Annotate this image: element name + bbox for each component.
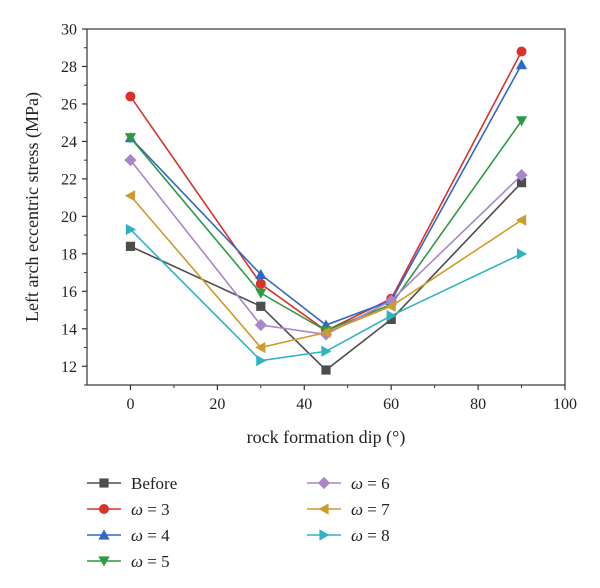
data-point xyxy=(321,345,332,357)
legend: Before ω = 3 ω = 4 ω = 5 ω = 6 ω = 7 ω = 8 xyxy=(87,474,390,571)
y-tick-label: 26 xyxy=(61,96,77,113)
data-point xyxy=(321,365,331,375)
data-point xyxy=(254,318,267,332)
y-tick-label: 18 xyxy=(61,246,77,263)
y-tick-label: 24 xyxy=(61,134,77,151)
legend-item: ω = 4 xyxy=(87,526,170,545)
legend-item: ω = 6 xyxy=(307,474,390,493)
series-2 xyxy=(124,59,528,330)
x-tick-label: 60 xyxy=(383,396,399,413)
data-point xyxy=(516,248,528,260)
data-point xyxy=(255,288,267,299)
y-tick-label: 28 xyxy=(61,59,77,76)
x-axis-ticks: 0 20 40 60 80 100 xyxy=(126,385,577,413)
data-point xyxy=(385,300,396,312)
y-axis-title: Left arch eccentric stress (MPa) xyxy=(22,92,43,322)
series-3 xyxy=(124,116,528,337)
legend-item: ω = 3 xyxy=(87,500,170,519)
plot-border xyxy=(86,28,566,386)
data-point xyxy=(125,223,137,236)
data-point xyxy=(124,133,137,144)
y-tick-label: 14 xyxy=(61,321,77,338)
y-tick-label: 20 xyxy=(61,209,77,226)
data-point xyxy=(255,268,267,280)
data-point xyxy=(516,46,527,57)
series-layer xyxy=(124,46,528,375)
data-point xyxy=(124,190,136,202)
data-point xyxy=(515,214,527,226)
x-tick-label: 40 xyxy=(296,396,312,413)
data-point xyxy=(255,341,266,354)
series-line xyxy=(129,64,523,326)
series-6 xyxy=(125,223,528,367)
data-point xyxy=(124,154,137,167)
series-4 xyxy=(124,154,528,341)
data-point xyxy=(516,178,527,188)
legend-label: ω = 8 xyxy=(351,526,390,545)
data-point xyxy=(515,59,528,70)
legend-item: ω = 7 xyxy=(307,500,390,519)
legend-label: ω = 5 xyxy=(131,552,170,571)
plot-frame xyxy=(86,28,566,386)
legend-marker xyxy=(99,504,109,514)
data-point xyxy=(320,326,331,339)
y-tick-label: 30 xyxy=(61,22,77,39)
legend-marker xyxy=(317,476,331,490)
legend-marker xyxy=(99,478,109,488)
data-point xyxy=(386,310,397,322)
y-tick-label: 12 xyxy=(61,359,77,376)
x-tick-label: 0 xyxy=(126,396,134,413)
y-tick-label: 22 xyxy=(61,171,77,188)
data-point xyxy=(125,241,136,251)
legend-label: ω = 6 xyxy=(351,474,390,493)
data-point xyxy=(256,355,267,367)
legend-marker xyxy=(98,556,110,567)
series-1 xyxy=(125,46,527,336)
legend-item: ω = 5 xyxy=(87,552,170,571)
series-5 xyxy=(124,190,527,354)
data-point xyxy=(515,169,528,182)
series-0 xyxy=(125,178,527,375)
series-line xyxy=(129,120,523,332)
legend-label: ω = 3 xyxy=(131,500,170,519)
legend-label: Before xyxy=(131,474,177,493)
x-tick-label: 80 xyxy=(470,396,486,413)
legend-marker xyxy=(98,529,110,540)
legend-label: ω = 7 xyxy=(351,500,390,519)
legend-marker xyxy=(319,529,330,541)
series-line xyxy=(130,182,523,372)
data-point xyxy=(255,278,266,289)
y-axis-ticks: 12 14 16 18 20 22 24 26 28 30 xyxy=(61,22,87,386)
data-point xyxy=(256,301,266,311)
data-point xyxy=(125,91,136,102)
legend-label: ω = 4 xyxy=(131,526,170,545)
x-tick-label: 100 xyxy=(553,396,577,413)
x-tick-label: 20 xyxy=(209,396,225,413)
series-line xyxy=(129,228,522,362)
legend-marker xyxy=(318,503,329,515)
data-point xyxy=(515,116,528,127)
series-line xyxy=(129,159,523,336)
x-axis-title: rock formation dip (°) xyxy=(247,427,406,448)
y-tick-label: 16 xyxy=(61,284,77,301)
data-point xyxy=(386,314,396,325)
legend-item: ω = 8 xyxy=(307,526,390,545)
legend-item: Before xyxy=(87,474,177,493)
